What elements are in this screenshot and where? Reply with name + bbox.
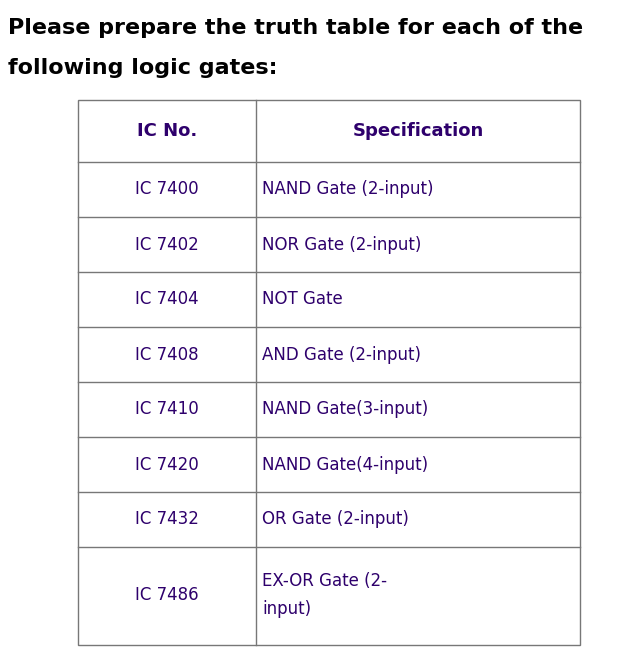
Text: NAND Gate(3-input): NAND Gate(3-input) bbox=[262, 400, 429, 419]
Text: IC 7432: IC 7432 bbox=[135, 511, 199, 529]
Text: IC 7408: IC 7408 bbox=[135, 346, 199, 364]
Bar bbox=[78, 100, 580, 645]
Text: Please prepare the truth table for each of the: Please prepare the truth table for each … bbox=[8, 18, 583, 38]
Text: IC No.: IC No. bbox=[137, 122, 197, 140]
Text: NOR Gate (2-input): NOR Gate (2-input) bbox=[262, 235, 422, 254]
Text: EX-OR Gate (2-: EX-OR Gate (2- bbox=[262, 572, 388, 589]
Text: IC 7420: IC 7420 bbox=[135, 456, 199, 473]
Text: AND Gate (2-input): AND Gate (2-input) bbox=[262, 346, 421, 364]
Text: IC 7486: IC 7486 bbox=[135, 585, 199, 604]
Text: IC 7404: IC 7404 bbox=[135, 291, 199, 308]
Text: input): input) bbox=[262, 599, 312, 617]
Text: IC 7402: IC 7402 bbox=[135, 235, 199, 254]
Text: following logic gates:: following logic gates: bbox=[8, 58, 277, 78]
Text: NOT Gate: NOT Gate bbox=[262, 291, 343, 308]
Text: IC 7410: IC 7410 bbox=[135, 400, 199, 419]
Text: NAND Gate (2-input): NAND Gate (2-input) bbox=[262, 181, 434, 198]
Text: Specification: Specification bbox=[353, 122, 483, 140]
Text: IC 7400: IC 7400 bbox=[135, 181, 199, 198]
Text: OR Gate (2-input): OR Gate (2-input) bbox=[262, 511, 409, 529]
Text: NAND Gate(4-input): NAND Gate(4-input) bbox=[262, 456, 429, 473]
